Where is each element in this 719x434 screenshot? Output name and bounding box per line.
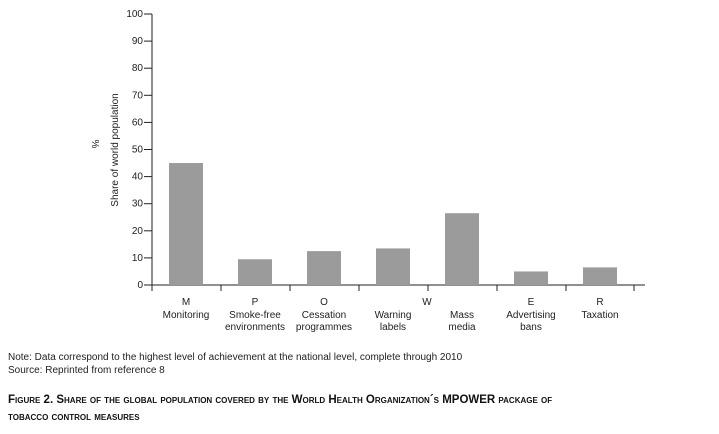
y-tick-label: 0 <box>137 280 143 291</box>
y-tick-label: 70 <box>132 90 144 101</box>
category-letter: O <box>320 297 328 308</box>
y-axis-label: Share of world population <box>110 93 121 206</box>
bar <box>376 248 410 285</box>
figure-caption-line-2: tobacco control measures <box>8 411 140 423</box>
y-tick-label: 90 <box>132 36 144 47</box>
category-label: Monitoring <box>163 310 210 321</box>
category-label: programmes <box>296 322 352 333</box>
category-label: Taxation <box>581 310 618 321</box>
y-tick-label: 30 <box>132 199 144 210</box>
data-note: Note: Data correspond to the highest lev… <box>8 352 463 363</box>
bar <box>583 267 617 285</box>
bar <box>514 271 548 285</box>
category-label: Smoke-free <box>229 310 281 321</box>
category-letter: E <box>528 297 535 308</box>
source-note: Source: Reprinted from reference 8 <box>8 365 165 376</box>
category-label: bans <box>520 322 542 333</box>
category-letter: P <box>252 297 259 308</box>
category-label: Advertising <box>506 310 555 321</box>
category-label: environments <box>225 322 285 333</box>
figure-caption-line-1: Figure 2. Share of the global population… <box>8 394 553 406</box>
bar <box>307 251 341 285</box>
y-tick-label: 40 <box>132 172 144 183</box>
category-label: labels <box>380 322 406 333</box>
category-letter: R <box>596 297 603 308</box>
y-tick-label: 60 <box>132 117 144 128</box>
y-tick-label: 10 <box>132 253 144 264</box>
bar <box>445 213 479 285</box>
bar <box>238 259 272 285</box>
category-label: Warning <box>375 310 412 321</box>
category-letter: M <box>182 297 190 308</box>
category-label: Mass <box>450 310 474 321</box>
category-label: Cessation <box>302 310 346 321</box>
category-label: media <box>448 322 476 333</box>
category-letter: W <box>422 297 432 308</box>
bar <box>169 163 203 285</box>
y-tick-label: 80 <box>132 63 144 74</box>
y-axis-unit: % <box>89 140 100 149</box>
y-tick-label: 100 <box>126 9 143 20</box>
y-tick-label: 50 <box>132 145 144 156</box>
y-tick-label: 20 <box>132 226 144 237</box>
bar-chart: 0 10 20 30 40 50 60 70 80 90 100 Share of world pop… <box>89 9 645 333</box>
